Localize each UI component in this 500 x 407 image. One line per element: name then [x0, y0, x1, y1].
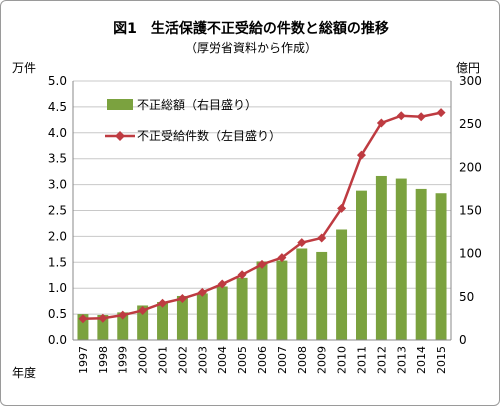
line-point	[237, 270, 247, 280]
x-tick-label: 2004	[216, 346, 229, 374]
line-point	[396, 111, 406, 121]
bar	[276, 260, 288, 340]
legend-line-label: 不正受給件数（左目盛り）	[137, 128, 281, 143]
bar	[395, 178, 407, 340]
y-right-tick-label: 0	[459, 333, 467, 347]
x-tick-label: 2000	[137, 346, 150, 374]
line-point	[158, 298, 168, 308]
bar	[415, 188, 427, 340]
chart-title: 図1 生活保護不正受給の件数と総額の推移	[113, 20, 389, 37]
line-point	[277, 253, 287, 263]
y-left-tick-label: 5.0	[48, 74, 67, 88]
x-tick-label: 1998	[97, 346, 110, 374]
bar	[296, 248, 308, 340]
x-tick-label: 2012	[375, 346, 388, 374]
y-right-tick-label: 250	[459, 117, 482, 131]
y-right-ticks: 0 50 100 150 200 250 300	[459, 74, 482, 347]
line-point	[98, 313, 108, 323]
y-left-tick-label: 0.5	[48, 307, 67, 321]
x-tick-label: 2007	[276, 346, 289, 374]
line-point	[118, 310, 128, 320]
x-tick-label: 2010	[336, 346, 349, 374]
bar	[336, 229, 348, 340]
bar	[216, 286, 228, 340]
y-left-tick-label: 4.5	[48, 100, 67, 114]
x-tick-label: 2013	[395, 346, 408, 374]
line-point	[436, 108, 446, 118]
line-point	[376, 118, 386, 128]
line-point	[416, 112, 426, 122]
line-point	[356, 150, 366, 160]
bar	[435, 193, 447, 340]
legend-bar-label: 不正総額（右目盛り）	[137, 97, 257, 112]
bar	[77, 314, 89, 340]
legend: 不正総額（右目盛り） 不正受給件数（左目盛り）	[105, 97, 281, 143]
line-point	[297, 238, 307, 248]
y-right-tick-label: 300	[459, 74, 482, 88]
y-left-tick-label: 3.0	[48, 178, 67, 192]
x-tick-label: 2001	[157, 346, 170, 374]
bar	[316, 251, 328, 340]
y-right-tick-label: 50	[459, 290, 474, 304]
bar	[176, 295, 188, 340]
bar	[137, 305, 149, 340]
x-tick-label: 2011	[355, 346, 368, 374]
y-left-tick-label: 2.0	[48, 229, 67, 243]
y-left-tick-label: 1.5	[48, 255, 67, 269]
y-right-tick-label: 150	[459, 204, 482, 218]
x-tick-label: 2006	[256, 346, 269, 374]
gridlines	[73, 80, 451, 341]
y-left-unit: 万件	[12, 61, 36, 75]
line-point	[337, 203, 347, 213]
y-right-tick-label: 200	[459, 160, 482, 174]
line-point	[138, 305, 148, 315]
line-point	[177, 294, 187, 304]
bar	[236, 277, 248, 340]
legend-line-marker	[115, 131, 125, 141]
x-tick-label: 2009	[316, 346, 329, 374]
y-left-tick-label: 4.0	[48, 126, 67, 140]
bar	[256, 261, 268, 340]
x-tick-label: 1997	[77, 346, 90, 374]
x-tick-label: 2003	[196, 346, 209, 374]
y-right-unit: 億円	[456, 61, 480, 75]
line-point	[317, 233, 327, 243]
y-right-tick-label: 100	[459, 247, 482, 261]
x-tick-label: 2015	[435, 346, 448, 374]
chart-subtitle: （厚労省資料から作成）	[185, 41, 317, 55]
x-tick-label: 2014	[415, 346, 428, 374]
bar	[375, 175, 387, 340]
bar	[356, 190, 367, 340]
legend-bar-swatch	[107, 99, 133, 110]
y-left-tick-label: 2.5	[48, 204, 67, 218]
bar	[196, 293, 208, 340]
y-left-tick-label: 1.0	[48, 281, 67, 295]
axes	[72, 81, 452, 341]
bar-series	[77, 175, 447, 340]
x-tick-label: 1999	[117, 346, 130, 374]
y-left-ticks: 0.0 0.5 1.0 1.5 2.0 2.5 3.0 3.5 4.0 4.5 5.0	[48, 74, 67, 347]
x-tick-label: 2005	[236, 346, 249, 374]
x-ticks: 1997 1998 1999 2000 2001 2002 2003 2004 2005 2006…	[77, 346, 448, 374]
x-tick-label: 2008	[296, 346, 309, 374]
x-axis-label: 年度	[12, 365, 36, 380]
line-point	[78, 314, 88, 324]
x-tick-label: 2002	[176, 346, 189, 374]
line-point	[217, 279, 227, 289]
y-left-tick-label: 3.5	[48, 152, 67, 166]
line-point	[197, 287, 207, 297]
bar	[97, 314, 109, 340]
bar	[157, 302, 168, 340]
bar	[117, 312, 129, 340]
line-point	[257, 259, 267, 269]
line-series	[78, 108, 446, 324]
y-left-tick-label: 0.0	[48, 333, 67, 347]
